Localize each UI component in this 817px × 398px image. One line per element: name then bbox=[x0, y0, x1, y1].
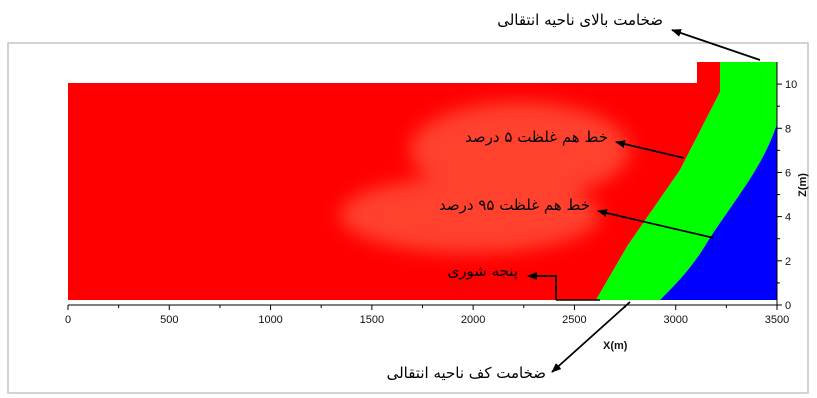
transition-zone-region bbox=[596, 62, 777, 300]
z-tick-label: 2 bbox=[785, 256, 791, 268]
arrow-top-thickness bbox=[671, 29, 761, 61]
annotation-arrows bbox=[527, 29, 761, 373]
saline-region bbox=[660, 124, 777, 300]
x-tick-label: 3000 bbox=[663, 314, 687, 326]
x-tick-label: 2500 bbox=[562, 314, 586, 326]
z-tick-label: 4 bbox=[785, 212, 791, 224]
z-tick-label: 6 bbox=[785, 167, 791, 179]
x-tick-label: 1500 bbox=[360, 314, 384, 326]
arrow-isoline-5 bbox=[615, 140, 685, 159]
x-tick-label: 3500 bbox=[765, 314, 789, 326]
arrow-isoline-95 bbox=[597, 209, 715, 239]
x-tick-label: 1000 bbox=[258, 314, 282, 326]
annotation-isoline-5: خط هم غلظت ۵ درصد bbox=[465, 128, 608, 146]
x-tick-label: 2000 bbox=[461, 314, 485, 326]
z-axis: 0 2 4 6 8 10 bbox=[776, 62, 797, 312]
annotation-isoline-95: خط هم غلظت ۹۵ درصد bbox=[439, 196, 590, 214]
x-axis: 0 500 1000 1500 2000 2500 3000 3500 bbox=[65, 304, 789, 326]
annotation-saltwater-toe: پنجه شوری bbox=[448, 262, 519, 281]
plot-area bbox=[68, 62, 777, 301]
x-axis-title: X(m) bbox=[603, 340, 628, 352]
annotation-top-thickness: ضخامت بالای ناحیه انتقالی bbox=[497, 11, 663, 29]
z-tick-label: 0 bbox=[785, 300, 791, 312]
x-tick-label: 0 bbox=[65, 314, 71, 326]
z-tick-label: 10 bbox=[785, 79, 797, 91]
arrow-saltwater-toe bbox=[527, 272, 557, 300]
x-tick-label: 500 bbox=[160, 314, 178, 326]
z-tick-label: 8 bbox=[785, 123, 791, 135]
z-axis-title: Z(m) bbox=[797, 173, 809, 197]
annotation-bottom-thickness: ضخامت کف ناحیه انتقالی bbox=[387, 364, 546, 382]
annotation-highlight bbox=[340, 102, 630, 253]
arrow-bottom-thickness bbox=[551, 301, 631, 373]
